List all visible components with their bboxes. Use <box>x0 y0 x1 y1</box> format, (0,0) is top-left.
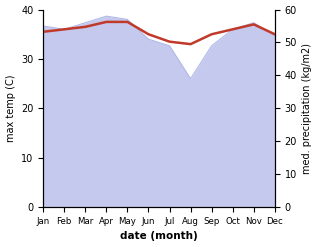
Y-axis label: max temp (C): max temp (C) <box>5 75 16 142</box>
X-axis label: date (month): date (month) <box>120 231 198 242</box>
Y-axis label: med. precipitation (kg/m2): med. precipitation (kg/m2) <box>302 43 313 174</box>
